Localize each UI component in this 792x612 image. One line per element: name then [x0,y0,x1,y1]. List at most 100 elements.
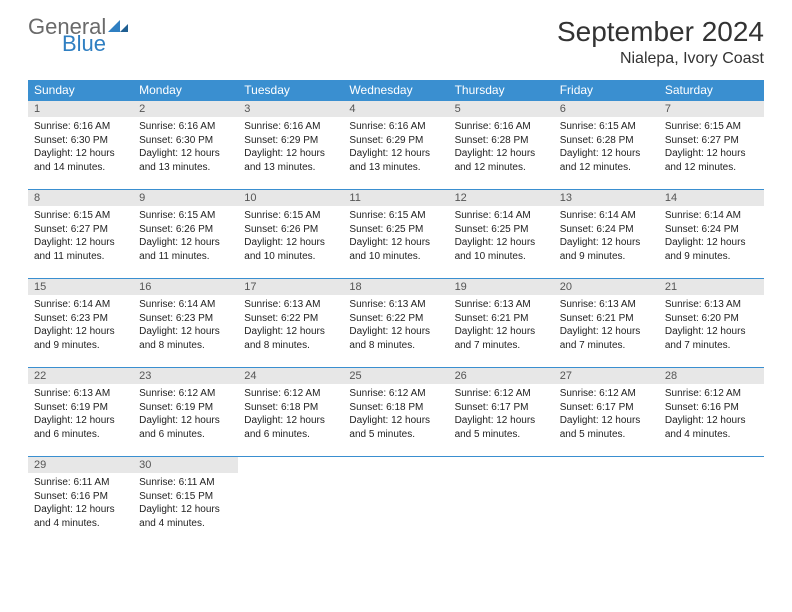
title-block: September 2024 Nialepa, Ivory Coast [557,16,764,68]
daylight-line: Daylight: 12 hours and 4 minutes. [34,503,127,530]
weekday-header: Wednesday [343,80,448,101]
sunset-line: Sunset: 6:17 PM [560,401,653,415]
sunrise-line: Sunrise: 6:16 AM [139,120,232,134]
day-number: 9 [133,190,238,206]
daylight-line: Daylight: 12 hours and 6 minutes. [244,414,337,441]
day-number: 28 [659,368,764,384]
daylight-line: Daylight: 12 hours and 4 minutes. [139,503,232,530]
day-number: 24 [238,368,343,384]
calendar-cell: 5Sunrise: 6:16 AMSunset: 6:28 PMDaylight… [449,101,554,190]
calendar-cell: 2Sunrise: 6:16 AMSunset: 6:30 PMDaylight… [133,101,238,190]
day-number: 30 [133,457,238,473]
daylight-line: Daylight: 12 hours and 6 minutes. [34,414,127,441]
daylight-line: Daylight: 12 hours and 10 minutes. [349,236,442,263]
sunrise-line: Sunrise: 6:13 AM [665,298,758,312]
daylight-line: Daylight: 12 hours and 7 minutes. [665,325,758,352]
sunrise-line: Sunrise: 6:16 AM [244,120,337,134]
sunset-line: Sunset: 6:28 PM [455,134,548,148]
day-info: Sunrise: 6:16 AMSunset: 6:30 PMDaylight:… [28,117,133,177]
daylight-line: Daylight: 12 hours and 8 minutes. [349,325,442,352]
daylight-line: Daylight: 12 hours and 14 minutes. [34,147,127,174]
day-number: 13 [554,190,659,206]
day-info: Sunrise: 6:15 AMSunset: 6:27 PMDaylight:… [659,117,764,177]
sunset-line: Sunset: 6:23 PM [139,312,232,326]
sunset-line: Sunset: 6:29 PM [349,134,442,148]
calendar-cell: 3Sunrise: 6:16 AMSunset: 6:29 PMDaylight… [238,101,343,190]
day-info: Sunrise: 6:13 AMSunset: 6:19 PMDaylight:… [28,384,133,444]
day-number: 3 [238,101,343,117]
sunset-line: Sunset: 6:18 PM [244,401,337,415]
daylight-line: Daylight: 12 hours and 11 minutes. [34,236,127,263]
calendar-cell: 20Sunrise: 6:13 AMSunset: 6:21 PMDayligh… [554,279,659,368]
sunrise-line: Sunrise: 6:12 AM [560,387,653,401]
daylight-line: Daylight: 12 hours and 5 minutes. [455,414,548,441]
logo-mark-icon [108,18,128,34]
daylight-line: Daylight: 12 hours and 12 minutes. [560,147,653,174]
day-info: Sunrise: 6:15 AMSunset: 6:26 PMDaylight:… [238,206,343,266]
calendar-cell: 27 Sunrise: 6:12 AMSunset: 6:17 PMDayligh… [554,368,659,457]
brand-word2: Blue [62,33,128,55]
sunset-line: Sunset: 6:16 PM [665,401,758,415]
sunrise-line: Sunrise: 6:14 AM [34,298,127,312]
sunset-line: Sunset: 6:18 PM [349,401,442,415]
day-info: Sunrise: 6:14 AMSunset: 6:24 PMDaylight:… [659,206,764,266]
calendar-cell: 13Sunrise: 6:14 AMSunset: 6:24 PMDayligh… [554,190,659,279]
day-info: Sunrise: 6:15 AMSunset: 6:26 PMDaylight:… [133,206,238,266]
sunset-line: Sunset: 6:19 PM [34,401,127,415]
sunrise-line: Sunrise: 6:12 AM [349,387,442,401]
sunset-line: Sunset: 6:20 PM [665,312,758,326]
calendar-table: SundayMondayTuesdayWednesdayThursdayFrid… [28,80,764,545]
calendar-cell: 14Sunrise: 6:14 AMSunset: 6:24 PMDayligh… [659,190,764,279]
sunset-line: Sunset: 6:21 PM [560,312,653,326]
calendar-cell: 18Sunrise: 6:13 AMSunset: 6:22 PMDayligh… [343,279,448,368]
sunset-line: Sunset: 6:25 PM [455,223,548,237]
sunrise-line: Sunrise: 6:14 AM [455,209,548,223]
weekday-header: Monday [133,80,238,101]
day-number: 15 [28,279,133,295]
daylight-line: Daylight: 12 hours and 9 minutes. [665,236,758,263]
daylight-line: Daylight: 12 hours and 5 minutes. [560,414,653,441]
day-info: Sunrise: 6:13 AMSunset: 6:22 PMDaylight:… [343,295,448,355]
sunset-line: Sunset: 6:28 PM [560,134,653,148]
calendar-week-row: 1Sunrise: 6:16 AMSunset: 6:30 PMDaylight… [28,101,764,190]
sunrise-line: Sunrise: 6:12 AM [665,387,758,401]
sunrise-line: Sunrise: 6:15 AM [349,209,442,223]
day-info: Sunrise: 6:14 AMSunset: 6:25 PMDaylight:… [449,206,554,266]
day-number: 17 [238,279,343,295]
calendar-week-row: 22Sunrise: 6:13 AMSunset: 6:19 PMDayligh… [28,368,764,457]
day-info: Sunrise: 6:12 AMSunset: 6:17 PMDaylight:… [449,384,554,444]
sunset-line: Sunset: 6:25 PM [349,223,442,237]
sunrise-line: Sunrise: 6:15 AM [560,120,653,134]
day-info: Sunrise: 6:16 AMSunset: 6:30 PMDaylight:… [133,117,238,177]
calendar-cell: 8Sunrise: 6:15 AMSunset: 6:27 PMDaylight… [28,190,133,279]
calendar-cell: 7Sunrise: 6:15 AMSunset: 6:27 PMDaylight… [659,101,764,190]
calendar-week-row: 8Sunrise: 6:15 AMSunset: 6:27 PMDaylight… [28,190,764,279]
daylight-line: Daylight: 12 hours and 12 minutes. [665,147,758,174]
sunrise-line: Sunrise: 6:13 AM [349,298,442,312]
day-info: Sunrise: 6:11 AMSunset: 6:16 PMDaylight:… [28,473,133,533]
calendar-cell: 22Sunrise: 6:13 AMSunset: 6:19 PMDayligh… [28,368,133,457]
calendar-cell: 10Sunrise: 6:15 AMSunset: 6:26 PMDayligh… [238,190,343,279]
sunrise-line: Sunrise: 6:12 AM [244,387,337,401]
daylight-line: Daylight: 12 hours and 8 minutes. [139,325,232,352]
month-title: September 2024 [557,16,764,48]
calendar-cell: 9Sunrise: 6:15 AMSunset: 6:26 PMDaylight… [133,190,238,279]
day-number: 4 [343,101,448,117]
sunrise-line: Sunrise: 6:13 AM [244,298,337,312]
sunrise-line: Sunrise: 6:16 AM [34,120,127,134]
sunset-line: Sunset: 6:22 PM [349,312,442,326]
calendar-week-row: 15Sunrise: 6:14 AMSunset: 6:23 PMDayligh… [28,279,764,368]
daylight-line: Daylight: 12 hours and 12 minutes. [455,147,548,174]
day-info: Sunrise: 6:13 AMSunset: 6:21 PMDaylight:… [449,295,554,355]
sunset-line: Sunset: 6:24 PM [665,223,758,237]
day-number: 27 [554,368,659,384]
sunset-line: Sunset: 6:24 PM [560,223,653,237]
day-number: 11 [343,190,448,206]
sunrise-line: Sunrise: 6:15 AM [665,120,758,134]
page-header: General Blue September 2024 Nialepa, Ivo… [28,16,764,68]
day-number: 26 [449,368,554,384]
day-number: 1 [28,101,133,117]
day-number: 2 [133,101,238,117]
day-info: Sunrise: 6:15 AMSunset: 6:28 PMDaylight:… [554,117,659,177]
calendar-cell: 4Sunrise: 6:16 AMSunset: 6:29 PMDaylight… [343,101,448,190]
